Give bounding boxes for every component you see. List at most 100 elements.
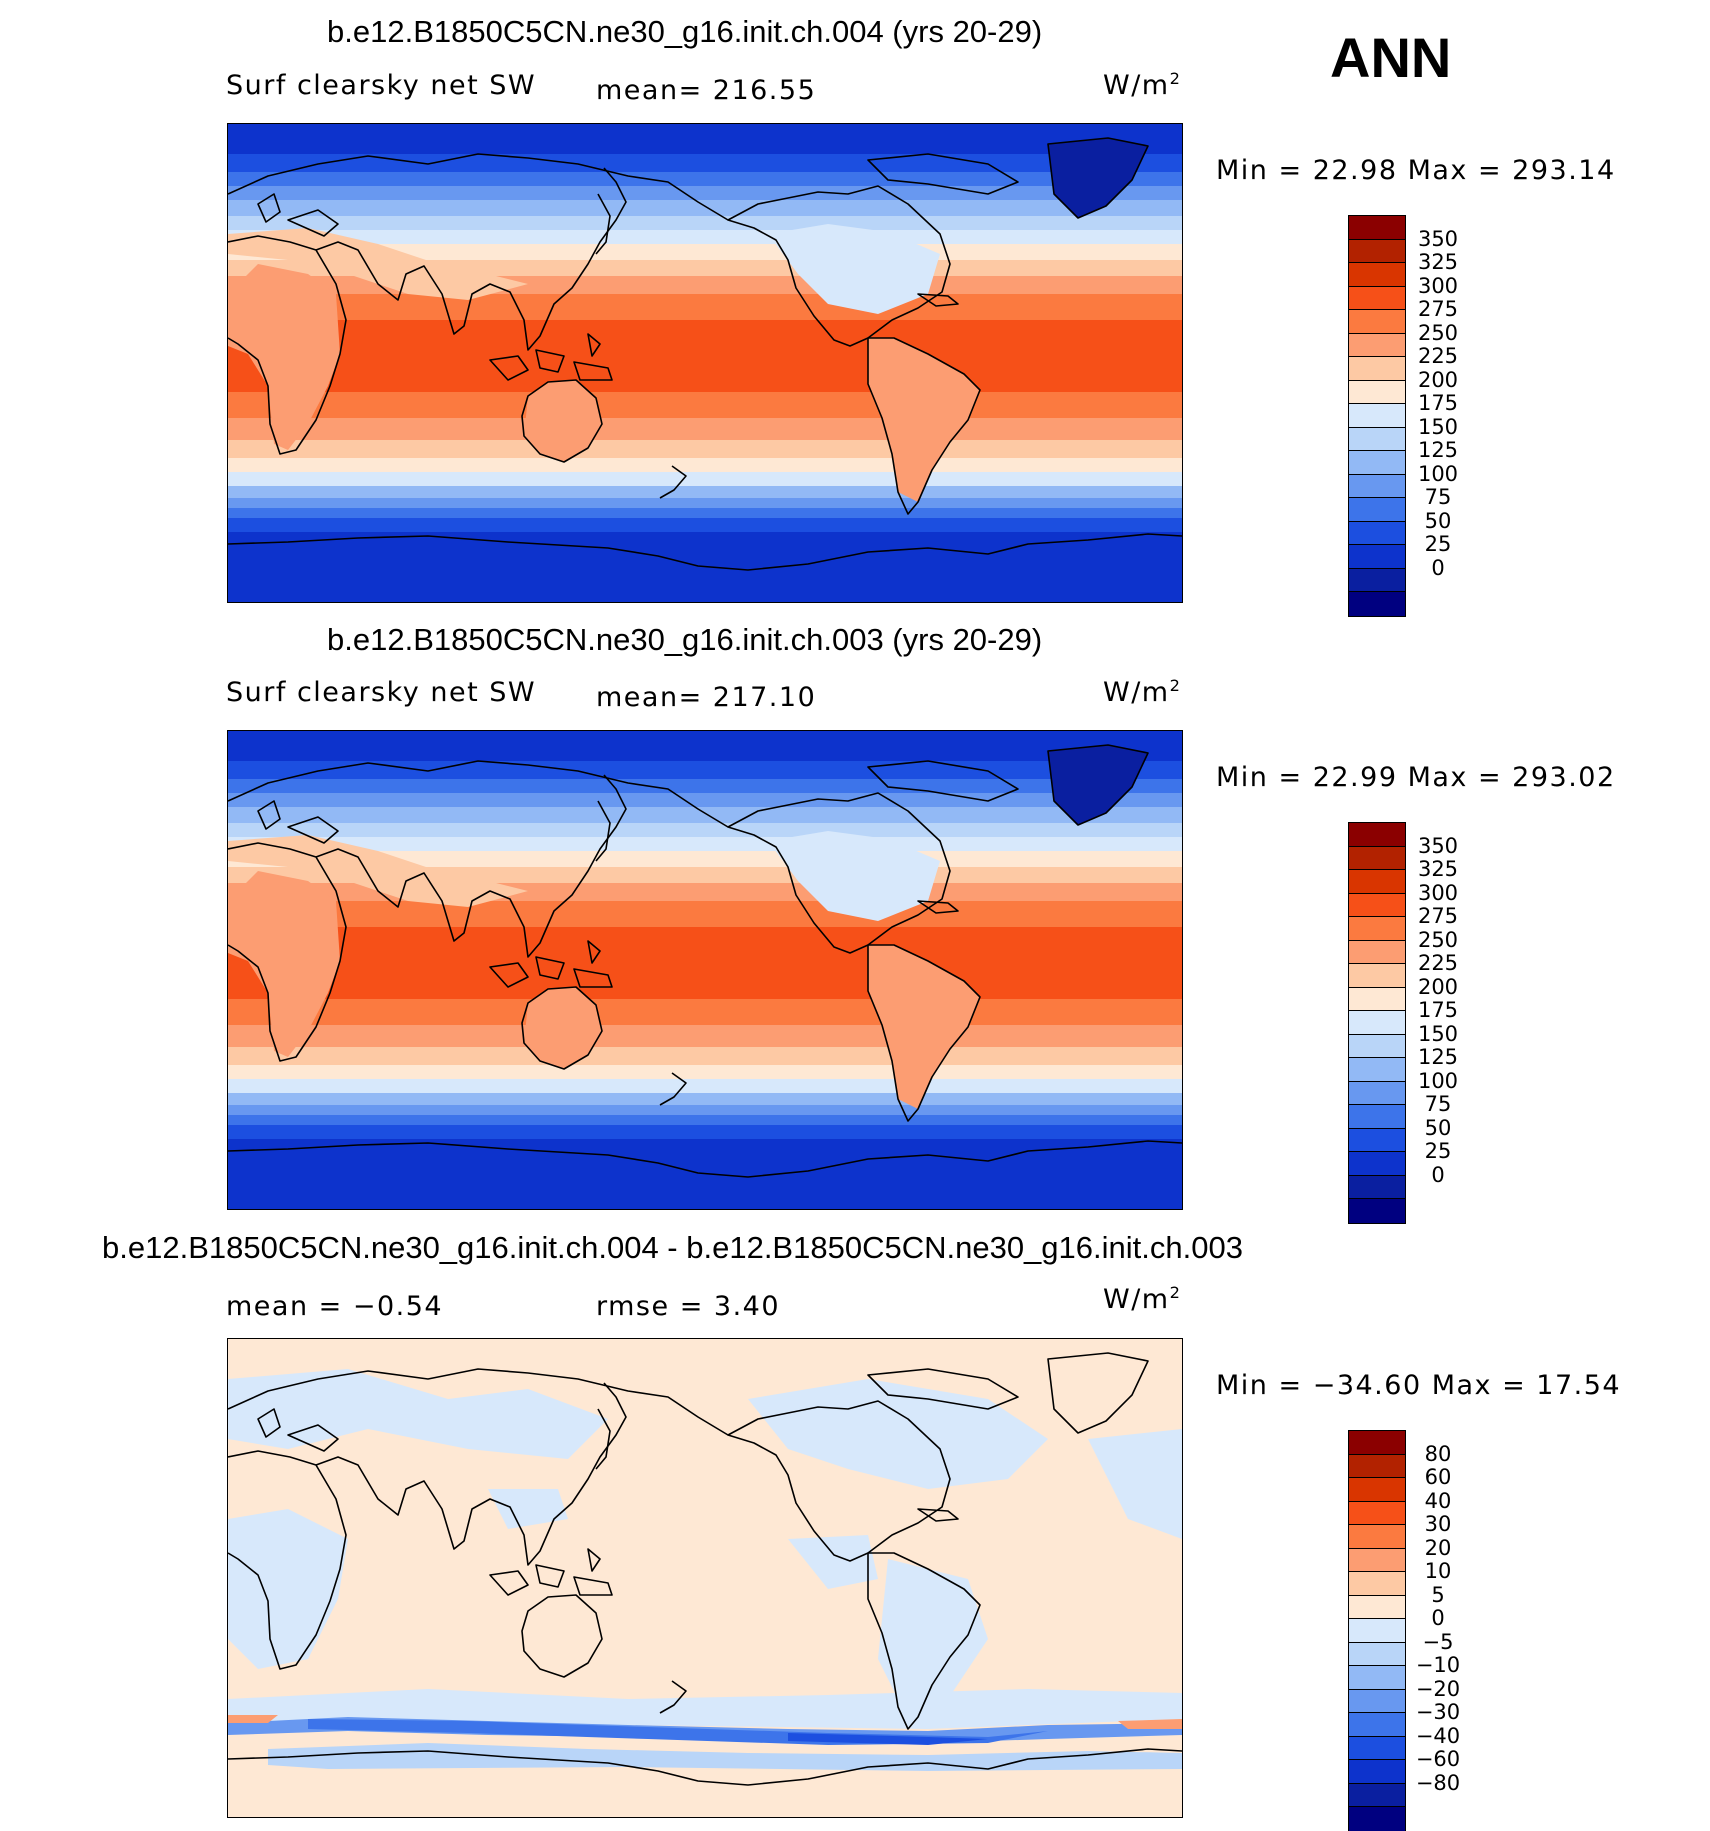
colorbar-label: 225 (1417, 344, 1459, 368)
colorbar-swatch (1349, 263, 1405, 287)
colorbar-swatch (1349, 870, 1405, 894)
colorbar-swatch (1349, 568, 1405, 592)
colorbar-swatch (1349, 987, 1405, 1011)
panel-1-units: W/m2 (1103, 69, 1182, 101)
colorbar-label: 25 (1424, 1139, 1452, 1163)
colorbar-label: 275 (1417, 297, 1459, 321)
colorbar-label: −30 (1415, 1700, 1461, 1724)
colorbar-swatch (1349, 1011, 1405, 1035)
colorbar-label: 300 (1417, 880, 1459, 905)
panel-3-units: W/m2 (1103, 1283, 1182, 1315)
colorbar-swatch (1349, 1105, 1405, 1129)
panel-2-map-field (228, 731, 1182, 1209)
panel-2-title: b.e12.B1850C5CN.ne30_g16.init.ch.003 (yr… (327, 622, 1043, 657)
colorbar-label: −10 (1415, 1653, 1461, 1677)
colorbar-label: 200 (1417, 974, 1459, 999)
panel-1-minmax: Min = 22.98 Max = 293.14 (1216, 155, 1616, 186)
colorbar-swatch (1349, 1760, 1405, 1784)
colorbar-label: 50 (1424, 508, 1452, 533)
colorbar-swatch (1349, 1525, 1405, 1549)
colorbar-label: 0 (1431, 1606, 1445, 1630)
colorbar-label: 125 (1417, 1045, 1459, 1069)
colorbar-label: 350 (1417, 833, 1459, 858)
colorbar-swatch (1349, 1081, 1405, 1105)
colorbar-swatch (1349, 521, 1405, 545)
colorbar-swatch (1349, 333, 1405, 357)
panel-3-map-field (228, 1339, 1182, 1817)
panel-2-minmax: Min = 22.99 Max = 293.02 (1216, 762, 1616, 793)
colorbar-swatch (1349, 404, 1405, 428)
colorbar-label: 350 (1417, 226, 1459, 251)
panel-1-map (227, 123, 1183, 603)
panel-2-colorbar (1348, 822, 1406, 1224)
colorbar-swatch (1349, 286, 1405, 310)
colorbar-label: 325 (1417, 857, 1459, 881)
colorbar-swatch (1349, 380, 1405, 404)
panel-2-units: W/m2 (1103, 676, 1182, 708)
colorbar-swatch (1349, 1548, 1405, 1572)
colorbar-label: −80 (1415, 1770, 1461, 1795)
colorbar-label: 275 (1417, 904, 1459, 928)
colorbar-swatch (1349, 592, 1405, 616)
colorbar-swatch (1349, 1783, 1405, 1807)
panel-3-minmax: Min = −34.60 Max = 17.54 (1216, 1370, 1622, 1401)
colorbar-label: −60 (1415, 1747, 1461, 1771)
colorbar-label: 175 (1417, 391, 1459, 415)
colorbar-swatch (1349, 1595, 1405, 1619)
colorbar-swatch (1349, 964, 1405, 988)
colorbar-swatch (1349, 1572, 1405, 1596)
panel-3-mean: mean = −0.54 (226, 1291, 444, 1322)
panel-2-variable: Surf clearsky net SW (226, 677, 537, 708)
colorbar-swatch (1349, 1152, 1405, 1176)
colorbar-swatch (1349, 1034, 1405, 1058)
colorbar-label: −5 (1422, 1629, 1454, 1654)
colorbar-label: 60 (1424, 1465, 1452, 1489)
panel-3-colorbar (1348, 1430, 1406, 1831)
colorbar-swatch (1349, 823, 1405, 847)
colorbar-label: 25 (1424, 532, 1452, 556)
colorbar-swatch (1349, 1807, 1405, 1831)
colorbar-swatch (1349, 1431, 1405, 1455)
colorbar-label: 5 (1431, 1582, 1445, 1607)
colorbar-swatch (1349, 846, 1405, 870)
colorbar-label: 175 (1417, 998, 1459, 1022)
colorbar-swatch (1349, 310, 1405, 334)
colorbar-swatch (1349, 940, 1405, 964)
colorbar-label: −40 (1415, 1723, 1461, 1748)
colorbar-swatch (1349, 1501, 1405, 1525)
colorbar-swatch (1349, 917, 1405, 941)
panel-1-colorbar (1348, 215, 1406, 617)
colorbar-swatch (1349, 893, 1405, 917)
panel-2-mean: mean= 217.10 (596, 682, 817, 713)
panel-3-rmse: rmse = 3.40 (596, 1291, 781, 1322)
colorbar-swatch (1349, 1713, 1405, 1737)
panel-1-mean: mean= 216.55 (596, 75, 817, 106)
panel-1-variable: Surf clearsky net SW (226, 70, 537, 101)
colorbar-label: 150 (1417, 1021, 1459, 1046)
colorbar-label: 0 (1431, 555, 1445, 580)
colorbar-label: 250 (1417, 927, 1459, 952)
colorbar-swatch (1349, 1175, 1405, 1199)
colorbar-swatch (1349, 1058, 1405, 1082)
colorbar-swatch (1349, 357, 1405, 381)
colorbar-label: 40 (1424, 1488, 1452, 1513)
colorbar-label: 10 (1424, 1559, 1452, 1583)
season-label: ANN (1330, 26, 1452, 89)
colorbar-swatch (1349, 427, 1405, 451)
colorbar-swatch (1349, 1736, 1405, 1760)
colorbar-label: 250 (1417, 320, 1459, 345)
colorbar-label: 100 (1417, 1068, 1459, 1093)
colorbar-label: 100 (1417, 461, 1459, 486)
colorbar-label: 50 (1424, 1115, 1452, 1140)
colorbar-swatch (1349, 1666, 1405, 1690)
panel-1-title: b.e12.B1850C5CN.ne30_g16.init.ch.004 (yr… (327, 14, 1043, 49)
colorbar-label: 30 (1424, 1512, 1452, 1536)
colorbar-swatch (1349, 1689, 1405, 1713)
colorbar-swatch (1349, 1478, 1405, 1502)
colorbar-swatch (1349, 1642, 1405, 1666)
colorbar-label: 20 (1424, 1535, 1452, 1560)
colorbar-swatch (1349, 474, 1405, 498)
colorbar-swatch (1349, 1199, 1405, 1223)
colorbar-label: 75 (1424, 1092, 1452, 1116)
